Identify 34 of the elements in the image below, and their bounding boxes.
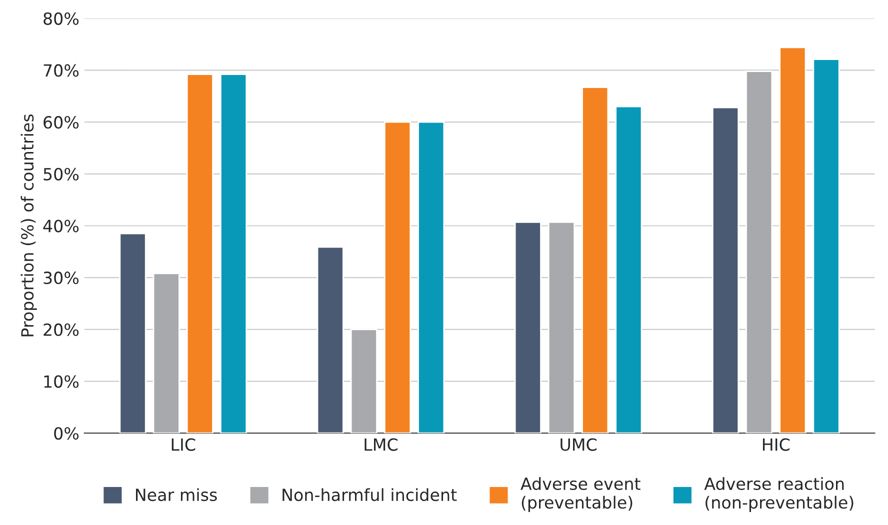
bar (152, 272, 180, 434)
bar (316, 246, 344, 434)
bar (779, 46, 806, 434)
bar (186, 74, 214, 434)
y-tick-label: 70% (44, 64, 79, 77)
x-tick-label: UMC (560, 438, 597, 451)
bar (418, 121, 445, 434)
bar (119, 232, 146, 434)
y-tick-label: 20% (44, 323, 79, 336)
y-tick-label: 0% (54, 427, 79, 440)
bar (220, 74, 248, 434)
legend-label: Near miss (136, 488, 217, 502)
x-tick-label: LIC (172, 438, 196, 451)
y-axis-title: Proportion (%) of countries (20, 114, 37, 336)
x-tick-label: LMC (364, 438, 398, 451)
legend-label: Adverse event (preventable) (520, 477, 640, 512)
legend-label: Non-harmful incident (282, 488, 457, 502)
legend-label: Adverse reaction (non-preventable) (704, 477, 854, 512)
bar (582, 86, 609, 434)
y-tick-label: 60% (44, 116, 79, 129)
y-tick-label: 30% (44, 272, 79, 284)
y-tick-label: 10% (44, 375, 79, 388)
bar (746, 70, 773, 434)
bar (812, 58, 840, 434)
bar (384, 121, 412, 434)
y-tick-label: 80% (44, 12, 79, 25)
bar (712, 106, 740, 434)
bar (548, 221, 576, 434)
y-tick-label: 50% (44, 168, 79, 180)
bar (615, 106, 642, 434)
bar (514, 221, 542, 434)
x-tick-label: HIC (762, 438, 790, 451)
y-tick-label: 40% (43, 220, 79, 232)
bar (350, 328, 378, 434)
